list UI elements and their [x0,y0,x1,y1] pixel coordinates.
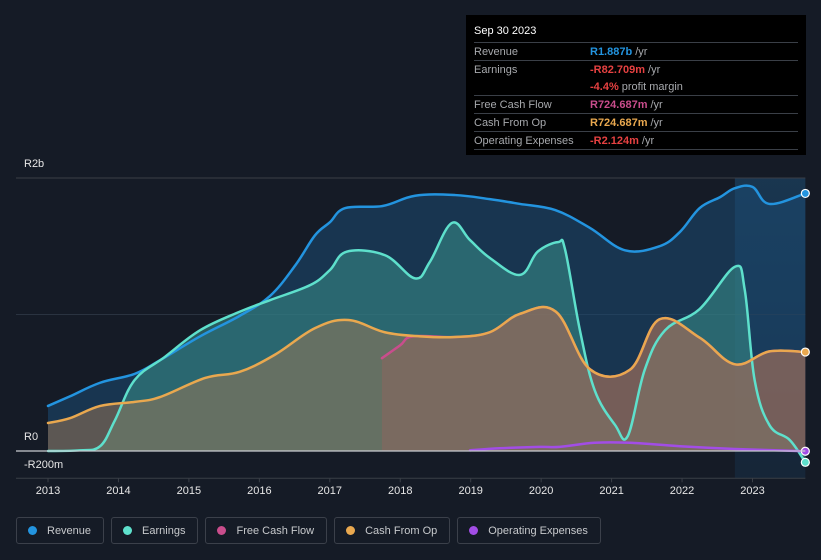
revenue-endpoint [800,188,810,199]
tooltip-unit: /yr [641,134,655,147]
legend-label: Cash From Op [365,524,438,537]
earnings-endpoint [800,457,810,467]
tooltip-unit: /yr [650,98,663,111]
tooltip-row: -4.4% profit margin [474,78,798,96]
tooltip: Sep 30 2023 Revenue R1.887b/yr Earnings -R8… [466,15,806,155]
tooltip-value: -R2.124m [590,134,639,147]
legend-label: Operating Expenses [488,524,588,537]
tooltip-row: Cash From Op R724.687m/yr [474,114,798,132]
tooltip-unit: /yr [635,45,648,58]
revenue-line [46,184,807,408]
x-tick-label: 2014 [106,485,131,497]
x-tick-label: 2015 [176,485,202,497]
x-tick-label: 2023 [740,485,765,497]
tooltip-label: Cash From Op [474,116,547,129]
tooltip-value: R1.887b [590,45,633,58]
x-tick-label: 2020 [528,485,554,497]
tooltip-unit: /yr [648,63,661,76]
legend-dot-icon [346,526,356,535]
legend-dot-icon [217,526,227,535]
legend-dot-icon [123,526,133,535]
tooltip-label: Earnings [474,63,518,76]
legend: Revenue Earnings Free Cash Flow Cash From O… [16,517,601,544]
tooltip-label: Revenue [474,45,519,58]
cash-from-op-endpoint [800,347,810,357]
tooltip-unit: /yr [650,116,663,129]
y-tick-label: R0 [24,431,39,443]
legend-dot-icon [28,526,37,535]
x-tick-label: 2019 [458,485,483,497]
legend-dot-icon [469,526,479,535]
x-tick-label: 2018 [388,485,413,497]
tooltip-row: Revenue R1.887b/yr [474,43,798,61]
cash-from-op-area [48,307,806,451]
y-tick-label: R2b [24,158,45,170]
tooltip-value: R724.687m [590,116,648,129]
operating-expenses-line [468,441,807,453]
earnings-line [46,221,807,464]
tooltip-value: -R82.709m [590,63,646,76]
x-tick-label: 2022 [669,485,695,497]
tooltip-row: Operating Expenses -R2.124m/yr [474,132,798,150]
tooltip-value: R724.687m [590,98,648,111]
legend-label: Earnings [142,524,186,537]
legend-item-free-cash-flow[interactable]: Free Cash Flow [205,517,328,544]
x-tick-label: 2016 [247,485,272,497]
tooltip-label: Operating Expenses [474,134,574,147]
legend-item-revenue[interactable]: Revenue [16,517,105,544]
tooltip-label: Free Cash Flow [474,98,552,111]
legend-label: Free Cash Flow [236,524,315,537]
tooltip-unit: profit margin [621,80,683,93]
legend-item-cash-from-op[interactable]: Cash From Op [334,517,451,544]
legend-item-earnings[interactable]: Earnings [111,517,199,544]
tooltip-row: Earnings -R82.709m/yr [474,61,798,78]
cash-from-op-line [46,305,807,425]
legend-label: Revenue [47,524,92,537]
x-tick-label: 2013 [35,485,61,497]
x-tick-label: 2017 [317,485,343,497]
x-tick-label: 2021 [599,485,624,497]
legend-item-operating-expenses[interactable]: Operating Expenses [457,517,601,544]
tooltip-value: -4.4% [590,80,619,93]
tooltip-row: Free Cash Flow R724.687m/yr [474,96,798,114]
tooltip-date: Sep 30 2023 [474,23,798,43]
y-tick-label: -R200m [24,459,64,471]
